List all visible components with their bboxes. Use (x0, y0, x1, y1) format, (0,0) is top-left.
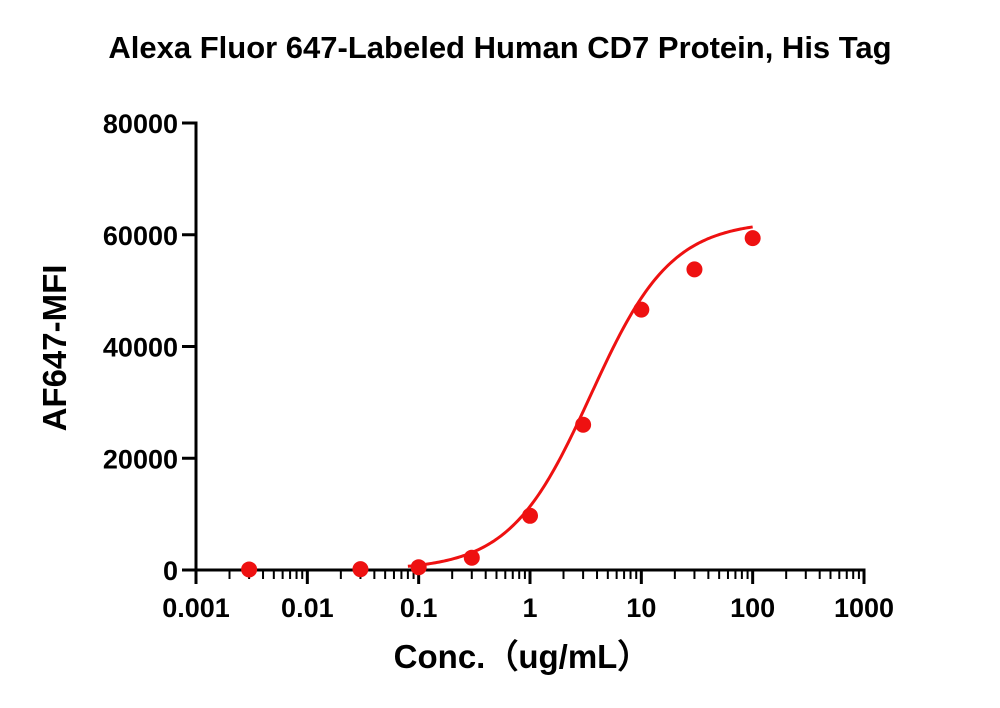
data-points (241, 230, 761, 578)
x-tick-label: 10 (626, 593, 656, 623)
chart-title: Alexa Fluor 647-Labeled Human CD7 Protei… (108, 30, 892, 65)
x-axis-label: Conc.（ug/mL） (394, 638, 651, 675)
x-tick-label: 0.1 (400, 593, 438, 623)
data-point (686, 261, 703, 278)
data-point (744, 230, 761, 247)
data-point (352, 561, 369, 578)
x-tick-label: 0.01 (281, 593, 334, 623)
y-tick-label: 40000 (103, 333, 178, 363)
data-point (463, 549, 480, 566)
fit-curve (407, 225, 753, 568)
y-tick-label: 60000 (103, 221, 178, 251)
data-point (633, 301, 650, 318)
data-point (241, 561, 258, 578)
ticks (182, 121, 866, 584)
y-tick-label: 80000 (103, 109, 178, 139)
x-tick-label: 1 (522, 593, 537, 623)
y-tick-label: 0 (163, 556, 178, 586)
data-point (522, 507, 538, 524)
x-tick-label: 100 (730, 593, 775, 623)
data-point (410, 559, 427, 576)
y-axis-label: AF647-MFI (36, 265, 73, 432)
x-tick-label: 1000 (834, 593, 894, 623)
data-point (575, 416, 592, 433)
tick-labels: 0 20000 40000 60000 80000 0.001 0.01 0.1 1 10 100 1… (103, 109, 894, 623)
x-tick-label: 0.001 (162, 593, 230, 623)
y-tick-label: 20000 (103, 444, 178, 474)
